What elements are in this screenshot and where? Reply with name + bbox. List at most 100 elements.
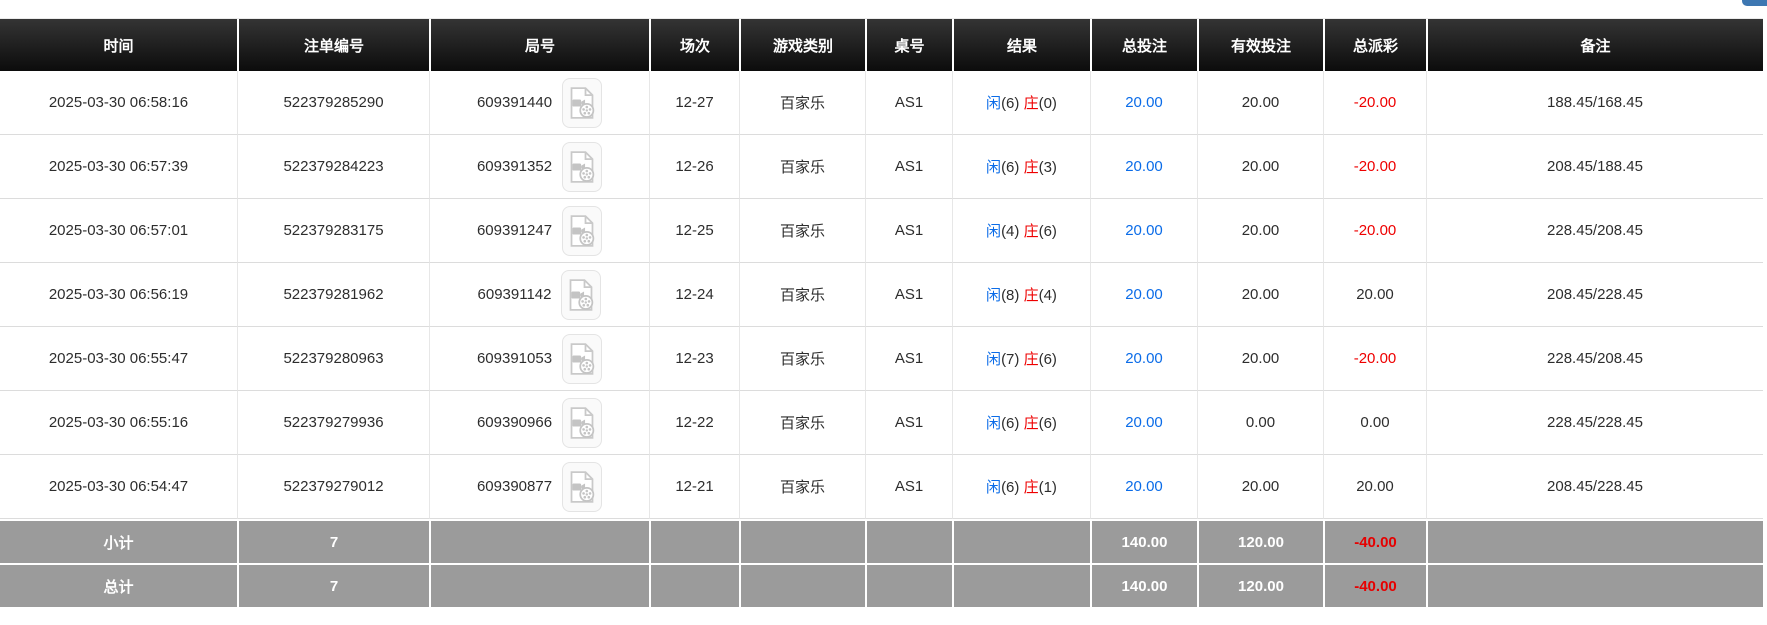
footer-remark-cell xyxy=(1426,563,1763,607)
round-id-cell: 609390966 xyxy=(429,391,649,455)
result-player-value: (6) xyxy=(1001,415,1020,432)
round-id-content: 609390877 xyxy=(434,461,645,512)
round-id-value: 609390966 xyxy=(476,414,553,431)
video-replay-button[interactable] xyxy=(562,397,603,448)
session-cell: 12-24 xyxy=(649,263,739,327)
column-header-game_type: 游戏类别 xyxy=(739,19,865,71)
remark-cell: 228.45/228.45 xyxy=(1426,391,1763,455)
round-id-value: 609391352 xyxy=(476,158,553,175)
footer-empty-cell xyxy=(429,563,649,607)
valid-bet-cell: 0.00 xyxy=(1197,391,1323,455)
time-cell: 2025-03-30 06:57:39 xyxy=(0,135,237,199)
valid-bet-cell: 20.00 xyxy=(1197,199,1323,263)
round-id-cell: 609391352 xyxy=(429,135,649,199)
result-player-label: 闲 xyxy=(986,223,1002,240)
footer-total-bet-cell: 140.00 xyxy=(1090,563,1197,607)
video-replay-button[interactable] xyxy=(562,461,603,512)
footer-empty-cell xyxy=(649,519,739,563)
time-cell: 2025-03-30 06:58:16 xyxy=(0,71,237,135)
round-id-value: 609391142 xyxy=(477,286,552,303)
footer-payout-cell: -40.00 xyxy=(1323,519,1426,563)
payout-cell: -20.00 xyxy=(1323,135,1426,199)
result-cell: 闲(6) 庄(1) xyxy=(952,455,1090,519)
footer-label-cell: 总计 xyxy=(0,563,237,607)
column-header-valid_bet: 有效投注 xyxy=(1197,19,1323,71)
footer-empty-cell xyxy=(649,563,739,607)
round-id-cell: 609391142 xyxy=(429,263,649,327)
time-cell: 2025-03-30 06:55:16 xyxy=(0,391,237,455)
video-replay-button[interactable] xyxy=(561,269,602,320)
total-bet-cell: 20.00 xyxy=(1090,391,1197,455)
payout-cell: -20.00 xyxy=(1323,327,1426,391)
game-type-cell: 百家乐 xyxy=(739,199,865,263)
bet-record-row: 2025-03-30 06:57:01 522379283175 609391247… xyxy=(0,199,1763,263)
round-id-content: 609391352 xyxy=(434,141,645,192)
video-replay-button[interactable] xyxy=(562,141,603,192)
game-type-cell: 百家乐 xyxy=(739,455,865,519)
table-header: 时间 注单编号 局号 场次 游戏类别 桌号 结果 总投注 有效投注 总派彩 备注 xyxy=(0,19,1763,71)
bet-record-row: 2025-03-30 06:57:39 522379284223 609391352… xyxy=(0,135,1763,199)
video-replay-button[interactable] xyxy=(562,333,603,384)
remark-cell: 188.45/168.45 xyxy=(1426,71,1763,135)
footer-total-bet-cell: 140.00 xyxy=(1090,519,1197,563)
valid-bet-cell: 20.00 xyxy=(1197,71,1323,135)
subtotal-row: 小计 7 140.00 120.00 -40.00 xyxy=(0,519,1763,563)
valid-bet-cell: 20.00 xyxy=(1197,263,1323,327)
column-header-result: 结果 xyxy=(952,19,1090,71)
payout-cell: -20.00 xyxy=(1323,71,1426,135)
remark-cell: 208.45/188.45 xyxy=(1426,135,1763,199)
column-header-session: 场次 xyxy=(649,19,739,71)
footer-empty-cell xyxy=(739,519,865,563)
bet-record-row: 2025-03-30 06:54:47 522379279012 609390877… xyxy=(0,455,1763,519)
game-type-cell: 百家乐 xyxy=(739,71,865,135)
table-id-cell: AS1 xyxy=(865,391,952,455)
table-id-cell: AS1 xyxy=(865,135,952,199)
result-banker-value: (4) xyxy=(1038,287,1057,304)
valid-bet-cell: 20.00 xyxy=(1197,455,1323,519)
footer-empty-cell xyxy=(739,563,865,607)
column-header-round_id: 局号 xyxy=(429,19,649,71)
result-player-value: (8) xyxy=(1001,287,1020,304)
payout-cell: 0.00 xyxy=(1323,391,1426,455)
bet-id-cell: 522379279012 xyxy=(237,455,429,519)
round-id-content: 609391053 xyxy=(434,333,645,384)
bet-record-row: 2025-03-30 06:55:16 522379279936 609390966… xyxy=(0,391,1763,455)
round-id-content: 609391440 xyxy=(434,77,645,128)
remark-cell: 208.45/228.45 xyxy=(1426,263,1763,327)
result-player-value: (6) xyxy=(1001,479,1020,496)
round-id-cell: 609391053 xyxy=(429,327,649,391)
result-banker-label: 庄 xyxy=(1023,479,1039,496)
payout-cell: -20.00 xyxy=(1323,199,1426,263)
remark-cell: 208.45/228.45 xyxy=(1426,455,1763,519)
result-banker-label: 庄 xyxy=(1023,95,1039,112)
result-player-label: 闲 xyxy=(986,415,1002,432)
bet-id-cell: 522379281962 xyxy=(237,263,429,327)
session-cell: 12-23 xyxy=(649,327,739,391)
round-id-content: 609391247 xyxy=(434,205,645,256)
round-id-value: 609390877 xyxy=(476,478,553,495)
video-file-icon xyxy=(570,342,595,375)
scrolled-button-edge[interactable] xyxy=(1742,0,1767,6)
table-id-cell: AS1 xyxy=(865,71,952,135)
remark-cell: 228.45/208.45 xyxy=(1426,327,1763,391)
table-id-cell: AS1 xyxy=(865,455,952,519)
round-id-value: 609391247 xyxy=(476,222,553,239)
time-cell: 2025-03-30 06:55:47 xyxy=(0,327,237,391)
result-player-label: 闲 xyxy=(986,159,1002,176)
footer-empty-cell xyxy=(429,519,649,563)
time-cell: 2025-03-30 06:54:47 xyxy=(0,455,237,519)
total-bet-cell: 20.00 xyxy=(1090,263,1197,327)
round-id-value: 609391053 xyxy=(476,350,553,367)
video-replay-button[interactable] xyxy=(562,77,603,128)
header-row: 时间 注单编号 局号 场次 游戏类别 桌号 结果 总投注 有效投注 总派彩 备注 xyxy=(0,19,1763,71)
bet-record-row: 2025-03-30 06:56:19 522379281962 609391142… xyxy=(0,263,1763,327)
game-type-cell: 百家乐 xyxy=(739,391,865,455)
result-cell: 闲(6) 庄(6) xyxy=(952,391,1090,455)
result-banker-value: (3) xyxy=(1038,159,1057,176)
result-cell: 闲(6) 庄(3) xyxy=(952,135,1090,199)
video-replay-button[interactable] xyxy=(562,205,603,256)
time-cell: 2025-03-30 06:57:01 xyxy=(0,199,237,263)
payout-cell: 20.00 xyxy=(1323,455,1426,519)
column-header-total_payout: 总派彩 xyxy=(1323,19,1426,71)
